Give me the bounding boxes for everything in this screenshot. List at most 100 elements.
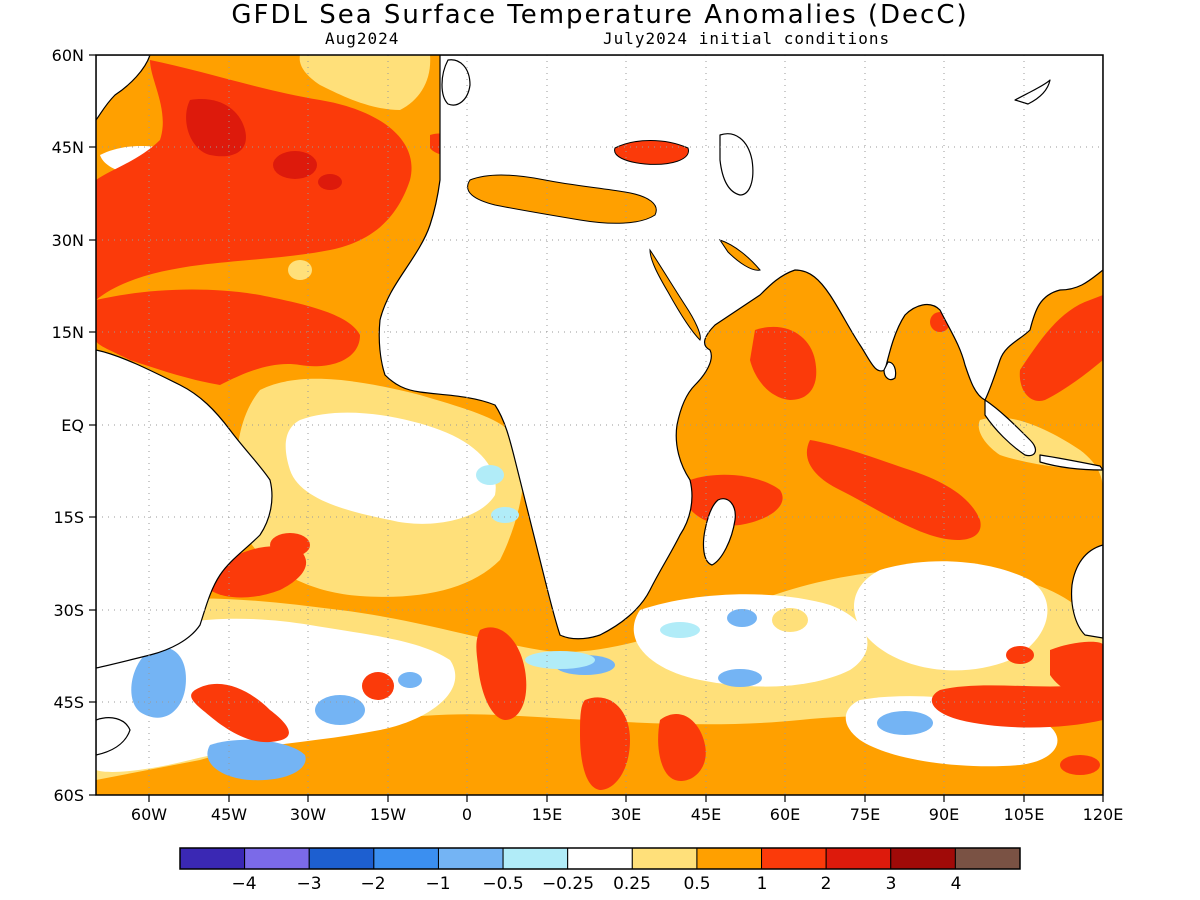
- colorbar-label: −4: [231, 874, 256, 894]
- blue-patch-south-indian-3: [877, 711, 933, 735]
- colorbar-swatch: [825, 847, 892, 870]
- americas-land: [96, 55, 151, 121]
- blue-patch-drake: [207, 739, 306, 781]
- blue-patch-south-indian-2: [718, 669, 762, 687]
- blue-patch-south-atlantic: [131, 647, 186, 718]
- x-tick-label: 120E: [1083, 805, 1124, 824]
- x-tick-label: 60E: [770, 805, 800, 824]
- south-america-land: [96, 349, 273, 669]
- colorbar-swatch: [761, 847, 827, 870]
- x-axis-labels: 60W 45W 30W 15W 0 15E 30E 45E 60E 75E 90…: [131, 805, 1123, 824]
- colorbar-label: 1: [757, 874, 768, 894]
- colorbar-swatch: [696, 847, 763, 870]
- colorbar-label: 4: [951, 874, 962, 894]
- south-atlantic-red-1: [191, 683, 289, 743]
- colorbar-labels: −4 −3 −2 −1 −0.5 −0.25 0.25 0.5 1 2 3 4: [231, 874, 961, 894]
- map-title: GFDL Sea Surface Temperature Anomalies (…: [231, 0, 969, 30]
- south-indian-red-3: [1050, 641, 1103, 700]
- southern-ocean-white-central: [633, 594, 868, 687]
- north-atlantic-darkred-3: [318, 174, 342, 190]
- y-axis-labels: 60N 45N 30N 15N EQ 15S 30S 45S 60S: [52, 46, 84, 805]
- x-tick-label: 30E: [611, 805, 641, 824]
- colorbar-swatch: [954, 847, 1021, 870]
- y-tick-label: 30S: [53, 601, 84, 620]
- y-tick-label: 30N: [52, 231, 84, 250]
- colorbar-swatch: [631, 847, 698, 870]
- red-sea: [649, 248, 701, 341]
- sumatra-land: [984, 399, 1037, 457]
- colorbar-label: −1: [425, 874, 450, 894]
- yellow-spot-natl-2: [288, 260, 312, 280]
- colorbar-label: −3: [296, 874, 321, 894]
- brazil-current-red-2: [270, 533, 310, 557]
- blue-patch-south-indian: [727, 609, 757, 627]
- caspian-sea: [719, 133, 754, 196]
- south-indian-red-2: [931, 683, 1103, 728]
- blue-patch-south-atlantic-3: [398, 672, 422, 688]
- tick-marks: [89, 54, 1104, 802]
- y-tick-label: EQ: [61, 416, 84, 435]
- x-tick-label: 45W: [211, 805, 247, 824]
- colorbar-swatch: [179, 847, 246, 870]
- initial-conditions-label: July2024 initial conditions: [603, 29, 891, 48]
- colorbar-label: 0.25: [613, 874, 651, 894]
- x-tick-label: 45E: [691, 805, 721, 824]
- x-tick-label: 0: [462, 805, 472, 824]
- x-tick-label: 15E: [532, 805, 562, 824]
- mediterranean-sea: [467, 174, 657, 224]
- north-atlantic-darkred-2: [273, 151, 317, 179]
- x-tick-label: 105E: [1004, 805, 1045, 824]
- colorbar-label: 0.5: [683, 874, 710, 894]
- java-land: [1039, 454, 1103, 471]
- patagonia-land: [96, 717, 131, 756]
- australia-land: [1070, 544, 1103, 639]
- y-tick-label: 45S: [53, 693, 84, 712]
- y-tick-label: 15N: [52, 323, 84, 342]
- colorbar-swatch: [890, 847, 956, 870]
- cyan-patch-indian-2: [525, 651, 595, 669]
- north-atlantic-yellow: [299, 55, 431, 110]
- south-atlantic-red-2: [362, 672, 394, 700]
- colorbar-swatch: [244, 847, 310, 870]
- forecast-month-label: Aug2024: [325, 29, 400, 48]
- tropical-atlantic-white: [285, 412, 496, 524]
- colorbar-swatch: [308, 847, 375, 870]
- colorbar-swatch: [567, 847, 633, 870]
- map-area: [96, 55, 1103, 795]
- colorbar-swatches: [179, 847, 1021, 870]
- blue-patch-south-atlantic-2: [315, 695, 365, 725]
- south-atlantic-red-3: [476, 627, 527, 720]
- north-atlantic-darkred: [186, 99, 246, 157]
- colorbar-label: −2: [360, 874, 385, 894]
- cyan-patch-indian: [660, 622, 700, 638]
- southern-ocean-white-west: [96, 618, 456, 772]
- black-sea: [614, 140, 689, 165]
- colorbar-label: −0.25: [542, 874, 594, 894]
- subtropical-atlantic-red: [96, 289, 360, 385]
- south-indian-red-4: [1060, 755, 1100, 775]
- colorbar-frame: [179, 847, 1021, 870]
- x-tick-label: 60W: [131, 805, 167, 824]
- arabian-sea-red: [750, 326, 817, 400]
- south-indian-red-1: [658, 714, 706, 781]
- y-tick-label: 15S: [53, 508, 84, 527]
- colorbar-label: −0.5: [482, 874, 523, 894]
- madagascar-land: [702, 498, 736, 566]
- colorbar-swatch: [502, 847, 569, 870]
- south-indian-red-5: [1006, 646, 1034, 664]
- colorbar-swatch: [373, 847, 439, 870]
- colorbar-label: 3: [886, 874, 897, 894]
- colorbar-label: 2: [821, 874, 832, 894]
- yellow-spot-indian: [772, 608, 808, 632]
- y-tick-label: 60S: [53, 786, 84, 805]
- sri-lanka-land: [883, 361, 897, 381]
- colorbar: −4 −3 −2 −1 −0.5 −0.25 0.25 0.5 1 2 3 4: [179, 847, 1021, 894]
- inland-seas: [467, 140, 761, 341]
- blue-patch-gulf-guinea: [476, 465, 504, 485]
- y-tick-label: 45N: [52, 138, 84, 157]
- agulhas-red: [580, 697, 630, 790]
- south-china-sea-red: [1019, 295, 1103, 401]
- colorbar-swatch: [437, 847, 504, 870]
- british-isles-land: [441, 59, 471, 106]
